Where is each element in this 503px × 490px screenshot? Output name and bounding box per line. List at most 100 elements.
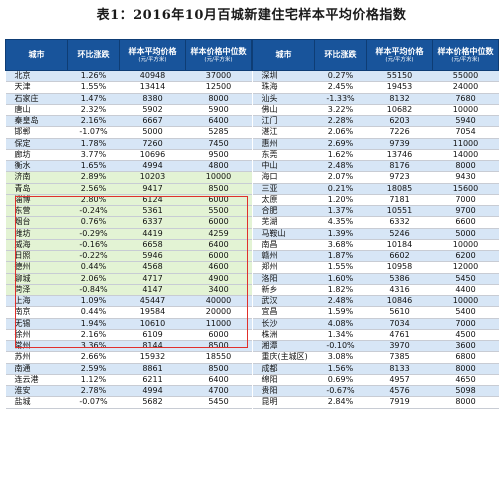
avg-price-cell: 10551: [366, 205, 433, 218]
header-avg: 样本平均价格 (元/平方米): [119, 39, 186, 71]
avg-price-cell: 6203: [366, 115, 433, 128]
table-row: 株洲 1.34% 4761 4500: [252, 329, 499, 342]
avg-price-cell: 9417: [119, 183, 186, 195]
city-cell: 宜昌: [252, 306, 315, 319]
avg-price-cell: 9739: [366, 138, 433, 150]
table-row: 贵阳 -0.67% 4576 5098: [252, 385, 499, 398]
avg-price-cell: 3970: [366, 340, 433, 353]
median-price-cell: 55000: [432, 70, 499, 83]
table-row: 绵阳 0.69% 4957 4650: [252, 374, 499, 387]
table-row: 合肥 1.37% 10551 9700: [252, 205, 499, 218]
avg-price-cell: 13746: [366, 149, 433, 162]
header-median-label: 样本价格中位数: [437, 46, 494, 56]
avg-price-cell: 10846: [366, 295, 433, 308]
mom-cell: 2.16%: [67, 329, 120, 342]
avg-price-cell: 10696: [119, 149, 186, 162]
city-cell: 马鞍山: [252, 228, 315, 240]
median-price-cell: 12000: [432, 261, 499, 274]
city-cell: 德州: [5, 261, 68, 274]
header-avg-unit: (元/平方米): [385, 56, 414, 63]
avg-price-cell: 8144: [119, 340, 186, 353]
city-cell: 洛阳: [252, 273, 315, 285]
mom-cell: 0.44%: [67, 306, 120, 319]
median-price-cell: 8000: [432, 363, 499, 375]
table-row: 南京 0.44% 19584 20000: [5, 306, 252, 319]
mom-cell: 3.22%: [314, 104, 367, 117]
avg-price-cell: 10610: [119, 318, 186, 330]
median-price-cell: 4700: [185, 385, 252, 398]
city-cell: 北京: [5, 70, 68, 83]
city-cell: 昆明: [252, 396, 315, 409]
median-price-cell: 4400: [432, 284, 499, 297]
avg-price-cell: 55150: [366, 70, 433, 83]
avg-price-cell: 4761: [366, 329, 433, 342]
avg-price-cell: 8176: [366, 160, 433, 173]
mom-cell: 2.48%: [314, 160, 367, 173]
mom-cell: 3.08%: [314, 351, 367, 364]
avg-price-cell: 8132: [366, 93, 433, 105]
city-cell: 太原: [252, 194, 315, 207]
city-cell: 淄博: [5, 194, 68, 207]
median-price-cell: 9700: [432, 205, 499, 218]
median-price-cell: 7054: [432, 126, 499, 139]
table-row: 淮安 2.78% 4994 4700: [5, 385, 252, 398]
median-price-cell: 8000: [432, 160, 499, 173]
right-table-body: 深圳 0.27% 55150 55000 珠海 2.45% 19453 24000 汕头 -1.3…: [252, 70, 499, 409]
table-row: 南通 2.59% 8861 8500: [5, 363, 252, 375]
city-cell: 廊坊: [5, 149, 68, 162]
city-cell: 保定: [5, 138, 68, 150]
mom-cell: 2.56%: [67, 183, 120, 195]
city-cell: 秦皇岛: [5, 115, 68, 128]
city-cell: 江门: [252, 115, 315, 128]
avg-price-cell: 7919: [366, 396, 433, 409]
header-avg-label: 样本平均价格: [375, 46, 424, 56]
mom-cell: -0.16%: [67, 239, 120, 252]
median-price-cell: 5450: [432, 273, 499, 285]
city-cell: 邯郸: [5, 126, 68, 139]
city-cell: 郑州: [252, 261, 315, 274]
header-city: 城市: [5, 39, 68, 71]
mom-cell: 4.35%: [314, 216, 367, 229]
median-price-cell: 7450: [185, 138, 252, 150]
city-cell: 株洲: [252, 329, 315, 342]
mom-cell: 2.59%: [67, 363, 120, 375]
city-cell: 南京: [5, 306, 68, 319]
median-price-cell: 5285: [185, 126, 252, 139]
mom-cell: 2.66%: [67, 351, 120, 364]
table-row: 中山 2.48% 8176 8000: [252, 160, 499, 173]
avg-price-cell: 5361: [119, 205, 186, 218]
city-cell: 唐山: [5, 104, 68, 117]
avg-price-cell: 19453: [366, 81, 433, 94]
avg-price-cell: 7181: [366, 194, 433, 207]
mom-cell: 2.78%: [67, 385, 120, 398]
city-cell: 天津: [5, 81, 68, 94]
median-price-cell: 8500: [185, 183, 252, 195]
city-cell: 连云港: [5, 374, 68, 387]
table-row: 汕头 -1.33% 8132 7680: [252, 93, 499, 105]
table-row: 北京 1.26% 40948 37000: [5, 70, 252, 83]
table-row: 南昌 3.68% 10184 10000: [252, 239, 499, 252]
mom-cell: -1.07%: [67, 126, 120, 139]
mom-cell: 1.09%: [67, 295, 120, 308]
city-cell: 三亚: [252, 183, 315, 195]
table-row: 菏泽 -0.84% 4147 3400: [5, 284, 252, 297]
median-price-cell: 6000: [185, 194, 252, 207]
city-cell: 长沙: [252, 318, 315, 330]
median-price-cell: 18550: [185, 351, 252, 364]
avg-price-cell: 10958: [366, 261, 433, 274]
median-price-cell: 24000: [432, 81, 499, 94]
table-row: 潍坊 -0.29% 4419 4259: [5, 228, 252, 240]
table-row: 湛江 2.06% 7226 7054: [252, 126, 499, 139]
mom-cell: 1.55%: [67, 81, 120, 94]
median-price-cell: 4600: [185, 261, 252, 274]
city-cell: 湛江: [252, 126, 315, 139]
table-row: 青岛 2.56% 9417 8500: [5, 183, 252, 195]
avg-price-cell: 6667: [119, 115, 186, 128]
city-cell: 威海: [5, 239, 68, 252]
city-cell: 新乡: [252, 284, 315, 297]
city-cell: 上海: [5, 295, 68, 308]
table-row: 盐城 -0.07% 5682 5450: [5, 396, 252, 409]
median-price-cell: 6000: [185, 216, 252, 229]
mom-cell: 1.26%: [67, 70, 120, 83]
table-row: 东莞 1.62% 13746 14000: [252, 149, 499, 162]
